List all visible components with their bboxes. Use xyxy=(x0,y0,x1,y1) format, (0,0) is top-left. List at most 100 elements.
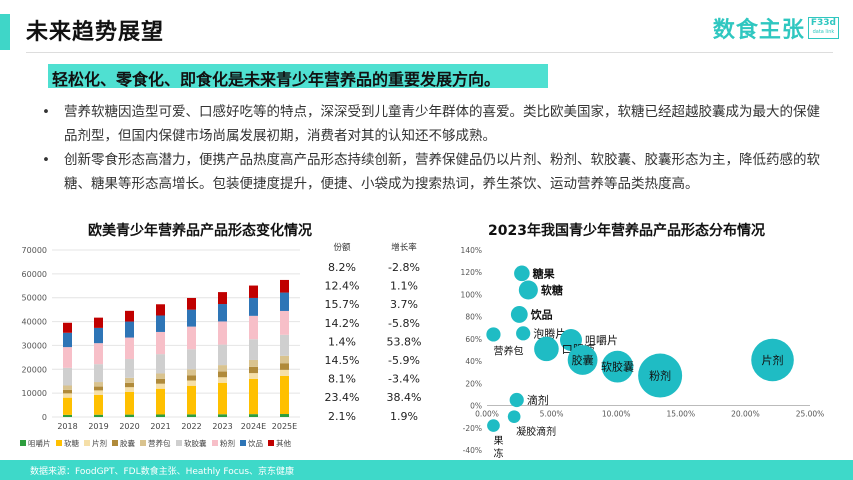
bar-segment xyxy=(125,382,134,388)
data-bubble xyxy=(507,410,521,424)
bar-segment xyxy=(156,388,165,415)
bar-segment xyxy=(218,377,227,383)
table-cell: 3.7% xyxy=(390,298,418,311)
bar-segment xyxy=(125,387,134,392)
legend-label: 胶囊 xyxy=(120,438,135,448)
data-bubble xyxy=(518,280,538,300)
data-bubble xyxy=(534,336,559,362)
bar-segment xyxy=(218,382,227,415)
bar-segment xyxy=(280,375,289,415)
y-tick-label: 20000 xyxy=(22,365,47,374)
data-bubble xyxy=(638,353,683,398)
bubble-label: 粉剂 xyxy=(649,369,671,383)
data-bubble xyxy=(509,392,524,408)
bubble-label: 软糖 xyxy=(541,283,563,297)
bubble-label: 胶囊 xyxy=(572,353,594,367)
bar-segment xyxy=(249,285,258,298)
bar-segment xyxy=(94,382,103,387)
bar-segment xyxy=(280,310,289,335)
bar-segment xyxy=(94,394,103,415)
bar-segment xyxy=(156,378,165,384)
bar-segment xyxy=(249,366,258,374)
bar-segment xyxy=(156,383,165,389)
y-tick-label: 10000 xyxy=(22,389,47,398)
left-chart-title: 欧美青少年营养品产品形态变化情况 xyxy=(88,223,312,239)
bar-segment xyxy=(249,315,258,340)
bubble-label: 饮品 xyxy=(530,307,553,321)
y-tick-label: 80% xyxy=(465,313,482,322)
bubble-label: 滴剂 xyxy=(527,393,549,407)
right-chart-title: 2023年我国青少年营养品产品形态分布情况 xyxy=(488,223,765,239)
brand-logo: 数食主张 F33d data link xyxy=(713,12,839,44)
table-cell: 8.2% xyxy=(328,261,356,274)
bar-segment xyxy=(94,364,103,383)
legend-label: 其他 xyxy=(276,438,291,448)
bar-segment xyxy=(218,414,227,417)
bar-segment xyxy=(187,385,196,415)
y-tick-label: 140% xyxy=(461,246,482,255)
legend-swatch xyxy=(112,440,118,446)
y-tick-label: 40% xyxy=(465,357,482,366)
bar-segment xyxy=(187,375,196,381)
bubble-chart: 140% 120% 100% 80% 60% 40% 20% 0% -20% -40% 0.00% 5… xyxy=(461,246,825,460)
x-tick-label: 2022 xyxy=(181,422,201,431)
bar-segment xyxy=(63,414,72,417)
table-header: 增长率 xyxy=(391,242,417,253)
bubble-label: 糖果 xyxy=(533,266,555,280)
bar-segment xyxy=(187,309,196,327)
bar-segment xyxy=(249,359,258,367)
logo-text: 数食主张 xyxy=(712,18,805,43)
bar-segment xyxy=(94,343,103,365)
legend-swatch xyxy=(56,440,62,446)
bar-segment xyxy=(63,322,72,333)
bar-segment xyxy=(63,397,72,415)
bullet-item: 营养软糖因造型可爱、口感好吃等的特点，深深受到儿童青少年群体的喜爱。类比欧美国家… xyxy=(40,100,830,148)
key-message-text: 轻松化、零食化、即食化是未来青少年营养品的重要发展方向。 xyxy=(52,70,501,89)
bar-segment xyxy=(218,365,227,372)
data-bubble xyxy=(751,338,794,382)
bar-segment xyxy=(156,331,165,355)
bubble-label: 咀嚼片 xyxy=(585,333,618,347)
bar-segment xyxy=(94,414,103,417)
bubble-label: 果冻 xyxy=(493,435,503,460)
bar-segment xyxy=(280,355,289,364)
x-tick-label: 15.00% xyxy=(666,410,695,419)
legend-swatch xyxy=(212,440,218,446)
y-tick-label: 120% xyxy=(461,268,482,277)
bar-segment xyxy=(280,414,289,417)
y-tick-label: 60% xyxy=(465,335,482,344)
legend-swatch xyxy=(240,440,246,446)
bar-segment xyxy=(94,317,103,328)
legend-swatch xyxy=(20,440,26,446)
bar-segment xyxy=(280,334,289,356)
logo-badge-line1: F33d xyxy=(810,18,836,28)
bar-segment xyxy=(218,371,227,378)
bar-segment xyxy=(218,344,227,366)
data-bubble xyxy=(510,306,528,323)
bar-segment xyxy=(280,279,289,293)
legend-label: 营养包 xyxy=(148,438,171,448)
table-cell: 53.8% xyxy=(387,335,422,348)
data-bubble xyxy=(486,327,501,342)
header-divider xyxy=(26,52,833,53)
table-cell: 8.1% xyxy=(328,373,356,386)
bar-segment xyxy=(249,297,258,316)
table-cell: -2.8% xyxy=(388,261,420,274)
logo-badge: F33d data link xyxy=(807,17,839,39)
bubble-label: 软胶囊 xyxy=(601,360,634,374)
bar-segment xyxy=(94,390,103,395)
legend-label: 饮品 xyxy=(248,438,263,448)
x-tick-label: 2018 xyxy=(57,422,77,431)
bar-segment xyxy=(63,332,72,348)
table-header: 份额 xyxy=(333,242,351,253)
bar-segment xyxy=(187,380,196,386)
bullet-item: 创新零食形态高潜力，便携产品热度高产品形态持续创新，营养保健品仍以片剂、粉剂、软… xyxy=(40,148,830,196)
bar-segment xyxy=(156,373,165,379)
bar-segment xyxy=(280,292,289,311)
y-tick-label: 30000 xyxy=(22,341,47,350)
x-tick-label: 2021 xyxy=(150,422,170,431)
table-cell: -5.9% xyxy=(388,354,420,367)
bar-segment xyxy=(156,315,165,332)
source-text: 数据来源：FoodGPT、FDL数食主张、Heathly Focus、京东健康 xyxy=(30,467,295,477)
data-bubble xyxy=(567,345,598,375)
